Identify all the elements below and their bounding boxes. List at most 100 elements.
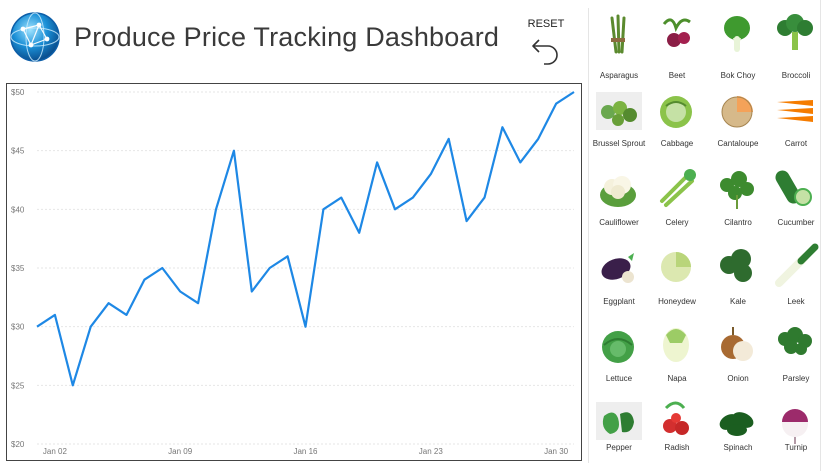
data-point[interactable] (446, 136, 452, 142)
data-point[interactable] (88, 324, 94, 330)
data-point[interactable] (464, 218, 470, 224)
vegetable-tile-celery[interactable]: Celery (648, 165, 706, 241)
eggplant-icon (601, 253, 634, 283)
vegetable-label: Lettuce (605, 374, 633, 383)
asparagus-icon (610, 14, 626, 54)
data-point[interactable] (499, 124, 505, 130)
vegetable-label: Broccoli (781, 71, 811, 80)
vegetable-tile-parsley[interactable]: Parsley (767, 321, 825, 397)
vegetable-label: Asparagus (599, 71, 639, 80)
y-tick-label: $25 (11, 381, 25, 390)
reset-button[interactable]: RESET (524, 18, 568, 70)
data-point[interactable] (338, 195, 344, 201)
vegetable-tile-cucumber[interactable]: Cucumber (767, 165, 825, 241)
panel-divider (588, 8, 589, 463)
cilantro-icon (720, 171, 754, 209)
vegetable-tile-cauliflower[interactable]: Cauliflower (590, 165, 648, 241)
data-point[interactable] (285, 253, 291, 259)
turnip-icon (782, 409, 808, 444)
data-point[interactable] (320, 206, 326, 212)
price-line-chart: $20 $25 $30 $35 $40 $45 $50 Jan 02 Jan 09 Jan 16 J… (6, 83, 582, 461)
data-point[interactable] (34, 324, 40, 330)
vegetable-tile-radish[interactable]: Radish (648, 398, 706, 474)
data-point[interactable] (374, 159, 380, 165)
vegetable-tile-eggplant[interactable]: Eggplant (590, 243, 648, 319)
data-point[interactable] (231, 148, 237, 154)
vegetable-tile-broccoli[interactable]: Broccoli (767, 10, 825, 86)
vegetable-label: Radish (664, 443, 690, 452)
data-point[interactable] (52, 312, 58, 318)
vegetable-tile-asparagus[interactable]: Asparagus (590, 10, 648, 86)
vegetable-tile-carrot[interactable]: Carrot (767, 88, 825, 164)
data-point[interactable] (124, 312, 130, 318)
vegetable-tile-cantaloupe[interactable]: Cantaloupe (709, 88, 767, 164)
y-tick-label: $35 (11, 264, 25, 273)
data-point[interactable] (482, 195, 488, 201)
vegetable-label: Cabbage (660, 139, 694, 148)
vegetable-label: Parsley (782, 374, 810, 383)
leek-icon (775, 243, 819, 287)
lettuce-icon (602, 331, 634, 363)
data-point[interactable] (106, 300, 112, 306)
undo-arrow-icon (532, 39, 558, 65)
data-point[interactable] (195, 300, 201, 306)
y-tick-label: $45 (11, 147, 25, 156)
vegetable-tile-turnip[interactable]: Turnip (767, 398, 825, 474)
bok-choy-icon (724, 16, 750, 52)
data-point[interactable] (303, 324, 309, 330)
pepper-icon (596, 402, 642, 440)
vegetable-label: Celery (665, 218, 689, 227)
vegetable-label: Pepper (606, 443, 632, 452)
data-point[interactable] (356, 230, 362, 236)
globe-network-icon (9, 11, 61, 63)
data-point[interactable] (571, 89, 577, 95)
data-point[interactable] (428, 171, 434, 177)
data-point[interactable] (141, 277, 147, 283)
data-point[interactable] (249, 288, 255, 294)
data-point[interactable] (410, 195, 416, 201)
data-point[interactable] (535, 136, 541, 142)
vegetable-label: Carrot (784, 139, 808, 148)
vegetable-tile-kale[interactable]: Kale (709, 243, 767, 319)
data-point[interactable] (267, 265, 273, 271)
radish-icon (663, 401, 689, 435)
vegetable-tile-cabbage[interactable]: Cabbage (648, 88, 706, 164)
vegetable-filter-grid: Asparagus Beet Bok Choy Broccoli Brussel Spr… (590, 8, 822, 464)
x-tick-label: Jan 30 (544, 447, 569, 456)
chart-svg: $20 $25 $30 $35 $40 $45 $50 Jan 02 Jan 09 Jan 16 J… (11, 88, 577, 456)
data-point[interactable] (392, 206, 398, 212)
vegetable-tile-pepper[interactable]: Pepper (590, 398, 648, 474)
data-point[interactable] (70, 382, 76, 388)
vegetable-tile-brussel-sprout[interactable]: Brussel Sprout (590, 88, 648, 164)
x-tick-label: Jan 16 (293, 447, 318, 456)
carrot-icon (777, 100, 813, 122)
vegetable-tile-honeydew[interactable]: Honeydew (648, 243, 706, 319)
kale-icon (720, 249, 752, 282)
y-tick-label: $40 (11, 205, 25, 214)
vegetable-tile-spinach[interactable]: Spinach (709, 398, 767, 474)
vegetable-tile-beet[interactable]: Beet (648, 10, 706, 86)
price-series-line (36, 91, 575, 387)
data-point[interactable] (517, 159, 523, 165)
data-point[interactable] (159, 265, 165, 271)
vegetable-tile-leek[interactable]: Leek (767, 243, 825, 319)
vegetable-label: Cauliflower (599, 218, 639, 227)
vegetable-tile-bok-choy[interactable]: Bok Choy (709, 10, 767, 86)
vegetable-label: Beet (668, 71, 686, 80)
x-tick-label: Jan 02 (43, 447, 68, 456)
vegetable-label: Cilantro (724, 218, 752, 227)
data-point[interactable] (213, 206, 219, 212)
x-tick-label: Jan 09 (168, 447, 193, 456)
vegetable-tile-lettuce[interactable]: Lettuce (590, 321, 648, 397)
brussel-sprout-icon (596, 92, 642, 130)
vegetable-label: Onion (727, 374, 749, 383)
data-point[interactable] (553, 101, 559, 107)
vegetable-tile-onion[interactable]: Onion (709, 321, 767, 397)
vegetable-tile-napa[interactable]: Napa (648, 321, 706, 397)
vegetable-tile-cilantro[interactable]: Cilantro (709, 165, 767, 241)
cucumber-icon (775, 170, 812, 206)
y-tick-label: $50 (11, 88, 25, 97)
onion-icon (721, 327, 753, 361)
napa-icon (663, 328, 689, 362)
data-point[interactable] (177, 288, 183, 294)
